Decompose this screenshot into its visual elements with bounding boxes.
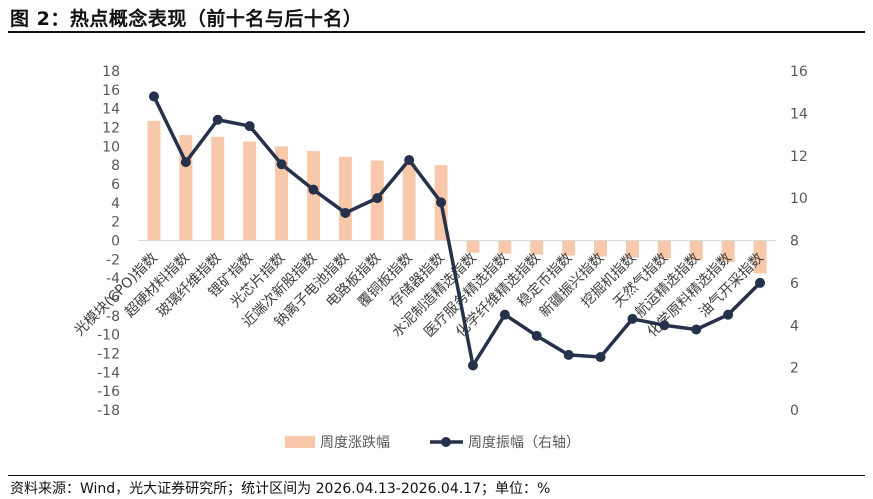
line-point: [723, 309, 734, 320]
line-point: [244, 121, 255, 132]
source-note: 资料来源：Wind，光大证券研究所；统计区间为 2026.04.13-2026.…: [10, 481, 551, 497]
bar: [753, 240, 767, 274]
y-left-tick-label: 10: [102, 139, 120, 155]
bar: [402, 163, 416, 241]
line-point: [180, 157, 191, 168]
y-right-tick-label: 6: [790, 276, 799, 292]
bar: [466, 240, 480, 253]
line-point: [755, 277, 766, 288]
line-point: [563, 349, 574, 360]
line-point: [212, 114, 223, 125]
y-left-tick-label: 12: [102, 121, 120, 137]
bar: [657, 240, 671, 259]
y-right-tick-label: 14: [790, 106, 808, 122]
y-left-tick-label: -2: [106, 252, 120, 268]
line-point: [436, 197, 447, 208]
y-right-tick-label: 8: [790, 234, 799, 250]
y-left-tick-label: -8: [106, 309, 120, 325]
bar: [211, 136, 225, 241]
line-point: [659, 320, 670, 331]
y-right-tick-label: 0: [790, 403, 799, 419]
legend-line-label: 周度振幅（右轴）: [468, 435, 580, 451]
y-left-tick-label: 2: [111, 215, 120, 231]
line-point: [467, 360, 478, 371]
chart-title: 图 2：热点概念表现（前十名与后十名）: [10, 8, 363, 30]
y-left-tick-label: 14: [102, 102, 120, 118]
y-left-tick-label: 16: [102, 83, 120, 99]
line-point: [340, 207, 351, 218]
line-point: [148, 91, 159, 102]
y-left-tick-label: 8: [111, 158, 120, 174]
bar: [625, 240, 639, 258]
y-left-tick-label: -6: [106, 290, 120, 306]
y-right-tick-label: 16: [790, 64, 808, 80]
y-right-tick-label: 4: [790, 318, 799, 334]
bar: [306, 151, 320, 241]
line-point: [627, 313, 638, 324]
line-point: [276, 159, 287, 170]
y-left-tick-label: -12: [97, 347, 120, 363]
y-left-tick-label: 0: [111, 234, 120, 250]
y-left-tick-label: -4: [106, 271, 120, 287]
bar: [721, 240, 735, 263]
bar: [338, 156, 352, 241]
bar: [275, 146, 289, 241]
line-series: [152, 95, 762, 368]
title-rule: [8, 31, 865, 33]
y-left-tick-label: 18: [102, 64, 120, 80]
line-point: [404, 154, 415, 165]
y-left-tick-label: -18: [97, 403, 120, 419]
bar: [689, 240, 703, 261]
bar: [147, 120, 161, 241]
y-right-tick-label: 12: [790, 149, 808, 165]
line-point: [595, 352, 606, 363]
footer-rule: [8, 475, 865, 476]
bar: [243, 141, 257, 241]
y-right-tick-label: 10: [790, 191, 808, 207]
y-left-tick-label: -16: [97, 384, 120, 400]
bar: [562, 240, 576, 256]
y-left-tick-label: -10: [97, 328, 120, 344]
y-left-tick-label: 4: [111, 196, 120, 212]
legend-line-marker: [441, 437, 451, 447]
line-point: [691, 324, 702, 335]
bar: [498, 240, 512, 254]
line-point: [531, 330, 542, 341]
line-point: [499, 309, 510, 320]
y-right-tick-label: 2: [790, 361, 799, 377]
line-point: [372, 193, 383, 204]
bar: [530, 240, 544, 255]
y-left-tick-label: 6: [111, 177, 120, 193]
legend-bar-swatch: [285, 436, 315, 448]
chart: -18 -16 -14 -12 -10 -8 -6 -4 -2 0 2 4 6 8 10 12 14 16 18 0 2…: [72, 64, 808, 451]
bar: [594, 240, 608, 257]
legend-bar-label: 周度涨跌幅: [320, 435, 390, 451]
y-left-tick-label: -14: [97, 365, 120, 381]
line-point: [308, 184, 319, 195]
